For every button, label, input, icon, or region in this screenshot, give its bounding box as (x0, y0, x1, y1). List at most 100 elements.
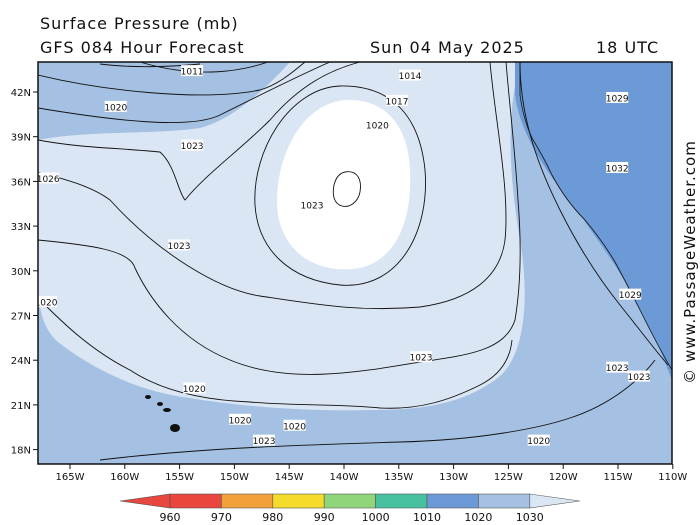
lat-tick-label: 27N (11, 312, 31, 323)
isobar-label: 1020 (35, 299, 58, 309)
island-kauai (145, 395, 151, 399)
lat-tick-label: 21N (11, 401, 31, 412)
legend-swatch (272, 493, 325, 509)
forecast-time: 18 UTC (596, 38, 660, 57)
isobar-1029 (254, 85, 426, 286)
lat-tick-label: 33N (11, 222, 31, 233)
isobar-label-bg (181, 65, 204, 77)
legend-tick-label: 970 (211, 511, 232, 524)
isobar-label: 1029 (619, 291, 642, 301)
lon-tick-label: 120W (549, 472, 578, 483)
isobar-1020-south (39, 299, 513, 409)
forecast-label: GFS 084 Hour Forecast (40, 38, 245, 57)
legend-swatch (221, 493, 274, 509)
isobar-label-bg (300, 199, 323, 211)
legend-tick-label: 960 (160, 511, 181, 524)
isobar-label: 1026 (37, 175, 60, 185)
isobar-label-bg (38, 172, 60, 184)
isobar-label-bg (386, 94, 408, 106)
isobar-label: 1023 (168, 242, 191, 252)
lon-tick-label: 150W (220, 472, 249, 483)
lon-tick-label: 125W (494, 472, 523, 483)
isobar-label-bg (627, 370, 650, 382)
isobar-label: 1032 (606, 164, 629, 174)
lon-tick-label: 155W (165, 472, 194, 483)
isobar-1017-south (99, 359, 656, 461)
legend-tick-label: 1000 (362, 511, 390, 524)
isobars (38, 62, 669, 461)
isobar-label-bg (606, 161, 629, 173)
isobar-label: 1017 (386, 97, 409, 107)
legend-swatch (169, 493, 222, 509)
legend-tick-label: 980 (262, 511, 283, 524)
chart-title: Surface Pressure (mb) (40, 14, 239, 33)
legend-high-arrow (529, 493, 580, 509)
isobar-1026 (38, 62, 507, 310)
band-1020-northwest (38, 62, 290, 140)
island-oahu (157, 402, 163, 406)
isobar-1014 (139, 62, 269, 73)
legend-tick-label: 990 (314, 511, 335, 524)
isobar-1032 (332, 171, 361, 207)
lat-tick-label: 36N (11, 177, 31, 188)
isobar-1014-coast (519, 62, 669, 366)
isobar-label: 1020 (527, 437, 550, 447)
isobar-label: 1023 (301, 202, 324, 212)
island-maui (163, 408, 171, 412)
isobar-label: 1023 (628, 373, 651, 383)
legend-swatch (323, 493, 376, 509)
isobar-label: 1011 (181, 68, 204, 78)
isobar-label-bg (606, 361, 629, 373)
isobar-label-bg (253, 434, 276, 446)
pressure-legend: 960 970 980 990 1000 1010 1020 1030 (119, 493, 580, 524)
lon-tick-label: 160W (110, 472, 139, 483)
legend-swatch (426, 493, 479, 509)
isobar-label-bg (619, 288, 642, 300)
lat-tick-label: 24N (11, 356, 31, 367)
isobar-label: 1020 (104, 103, 127, 113)
isobar-label-bg (399, 69, 422, 81)
isobar-1020-north (38, 62, 331, 124)
isobar-label-bg (283, 419, 306, 431)
legend-swatch (478, 493, 531, 509)
lon-tick-label: 110W (658, 472, 687, 483)
isobar-label: 1023 (181, 142, 204, 152)
isobar-label-bg (168, 239, 190, 251)
lon-tick-label: 115W (604, 472, 633, 483)
lon-tick-label: 135W (384, 472, 413, 483)
isobar-label: 1023 (410, 354, 433, 364)
isobar-label-bg (606, 91, 629, 103)
isobar-label: 1020 (283, 422, 306, 432)
isobar-label-bg (366, 118, 389, 130)
lat-tick-label: 30N (11, 267, 31, 278)
high-pressure-center (277, 99, 411, 270)
isobar-labels: 1011 1014 1017 1020 1020 1029 1023 1026 1023 1032… (35, 65, 651, 447)
legend-tick-label: 1020 (464, 511, 492, 524)
legend-tick-label: 1030 (516, 511, 544, 524)
isobar-label: 1020 (366, 121, 389, 131)
island-big-island (170, 424, 180, 432)
isobar-label-bg (527, 434, 550, 446)
credit-text: © www.PassageWeather.com (681, 140, 699, 384)
isobar-1023-north (38, 62, 361, 201)
lon-tick-label: 145W (275, 472, 304, 483)
legend-tick-label: 1010 (413, 511, 441, 524)
lat-tick-label: 42N (11, 88, 31, 99)
map-frame (37, 61, 673, 465)
isobar-1017 (38, 62, 306, 96)
isobar-label: 1020 (183, 385, 206, 395)
isobar-1023-south (38, 62, 521, 375)
isobar-label-bg (38, 296, 58, 308)
legend-swatch (375, 493, 428, 509)
map-area: 1011 1014 1017 1020 1020 1029 1023 1026 1023 1032… (35, 62, 672, 464)
isobar-label-bg (104, 100, 127, 112)
isobar-label: 1023 (253, 437, 276, 447)
lon-tick-label: 140W (330, 472, 359, 483)
lon-tick-label: 165W (56, 472, 85, 483)
isobar-label-bg (409, 351, 432, 363)
isobar-label: 1029 (606, 94, 629, 104)
isobar-label: 1023 (606, 364, 629, 374)
isobar-label: 1014 (399, 72, 422, 82)
isobar-label-bg (183, 382, 206, 394)
